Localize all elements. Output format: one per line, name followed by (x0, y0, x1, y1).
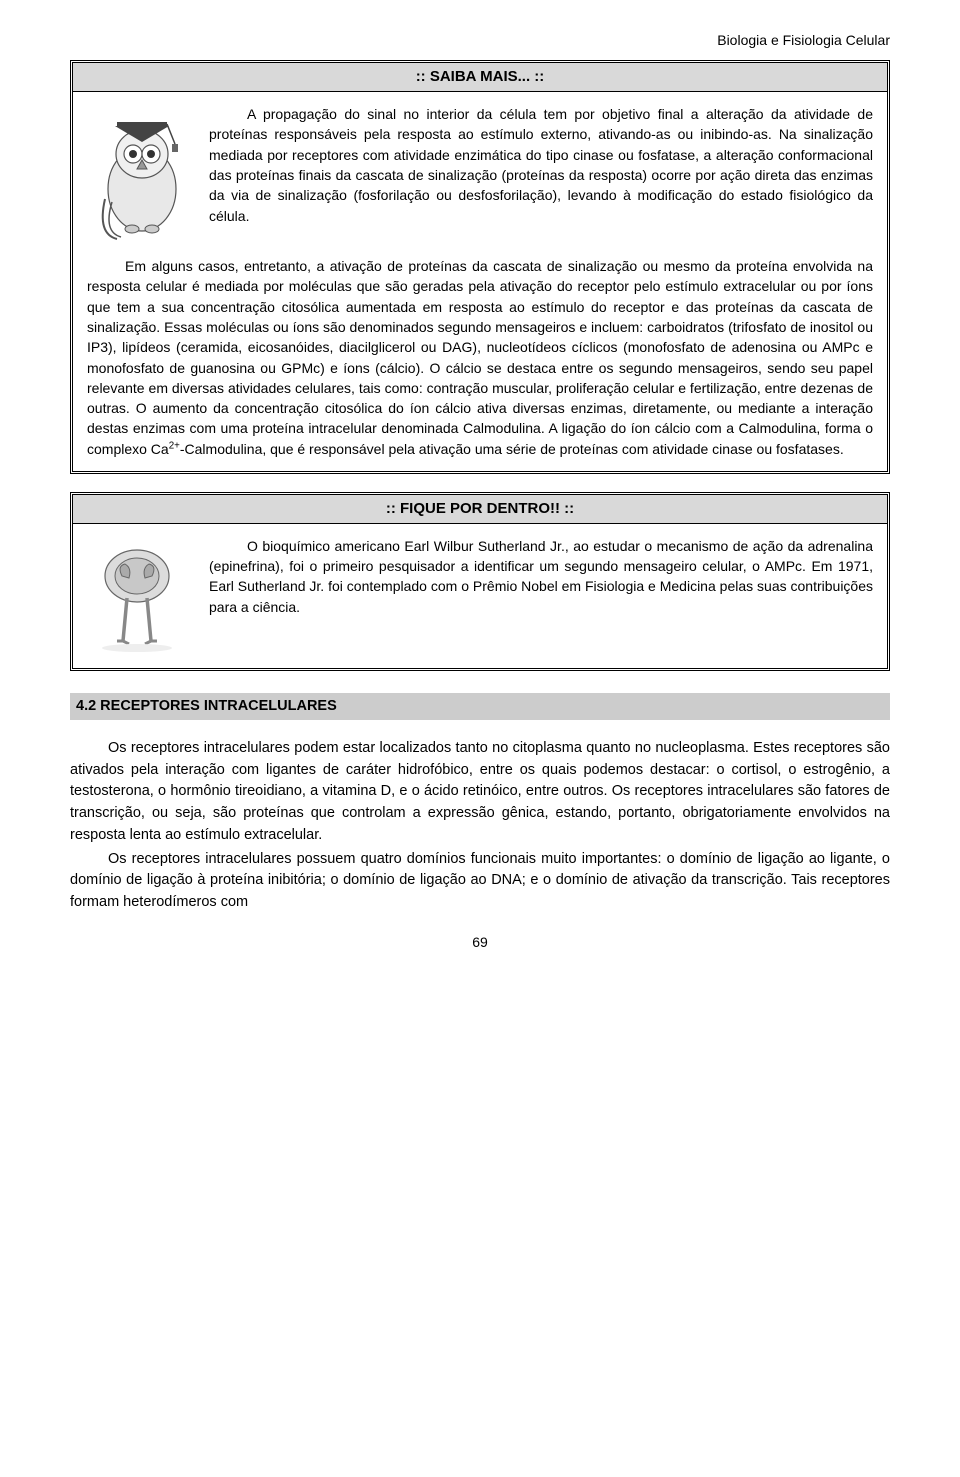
saiba-mais-content: A propagação do sinal no interior da cél… (73, 92, 887, 256)
saiba-mais-title: :: SAIBA MAIS... :: (73, 63, 887, 92)
fique-por-dentro-title: :: FIQUE POR DENTRO!! :: (73, 495, 887, 524)
page-header-title: Biologia e Fisiologia Celular (70, 30, 890, 50)
saiba-mais-p2: Em alguns casos, entretanto, a ativação … (87, 256, 873, 459)
page-number: 69 (70, 932, 890, 952)
fique-por-dentro-p1: O bioquímico americano Earl Wilbur Suthe… (209, 536, 873, 617)
saiba-mais-text-2: Em alguns casos, entretanto, a ativação … (87, 256, 873, 459)
page-container: Biologia e Fisiologia Celular :: SAIBA M… (0, 0, 960, 982)
saiba-mais-continuation: Em alguns casos, entretanto, a ativação … (73, 256, 887, 471)
fique-por-dentro-content: O bioquímico americano Earl Wilbur Suthe… (73, 524, 887, 668)
section-heading-4-2: 4.2 RECEPTORES INTRACELULARES (70, 693, 890, 720)
p2-part-b: -Calmodulina, que é responsável pela ati… (180, 441, 844, 457)
fique-por-dentro-text: O bioquímico americano Earl Wilbur Suthe… (209, 536, 873, 617)
p2-part-a: Em alguns casos, entretanto, a ativação … (87, 258, 873, 457)
body-paragraph-2: Os receptores intracelulares possuem qua… (70, 849, 890, 914)
saiba-mais-p1: A propagação do sinal no interior da cél… (209, 104, 873, 226)
body-paragraph-1: Os receptores intracelulares podem estar… (70, 738, 890, 847)
fique-por-dentro-box: :: FIQUE POR DENTRO!! :: O bioquímico am… (70, 492, 890, 671)
p2-superscript: 2+ (169, 440, 180, 451)
saiba-mais-box: :: SAIBA MAIS... :: A propagaçã (70, 60, 890, 474)
owl-graduate-icon (87, 104, 197, 244)
ostrich-icon (87, 536, 197, 656)
saiba-mais-text: A propagação do sinal no interior da cél… (209, 104, 873, 226)
